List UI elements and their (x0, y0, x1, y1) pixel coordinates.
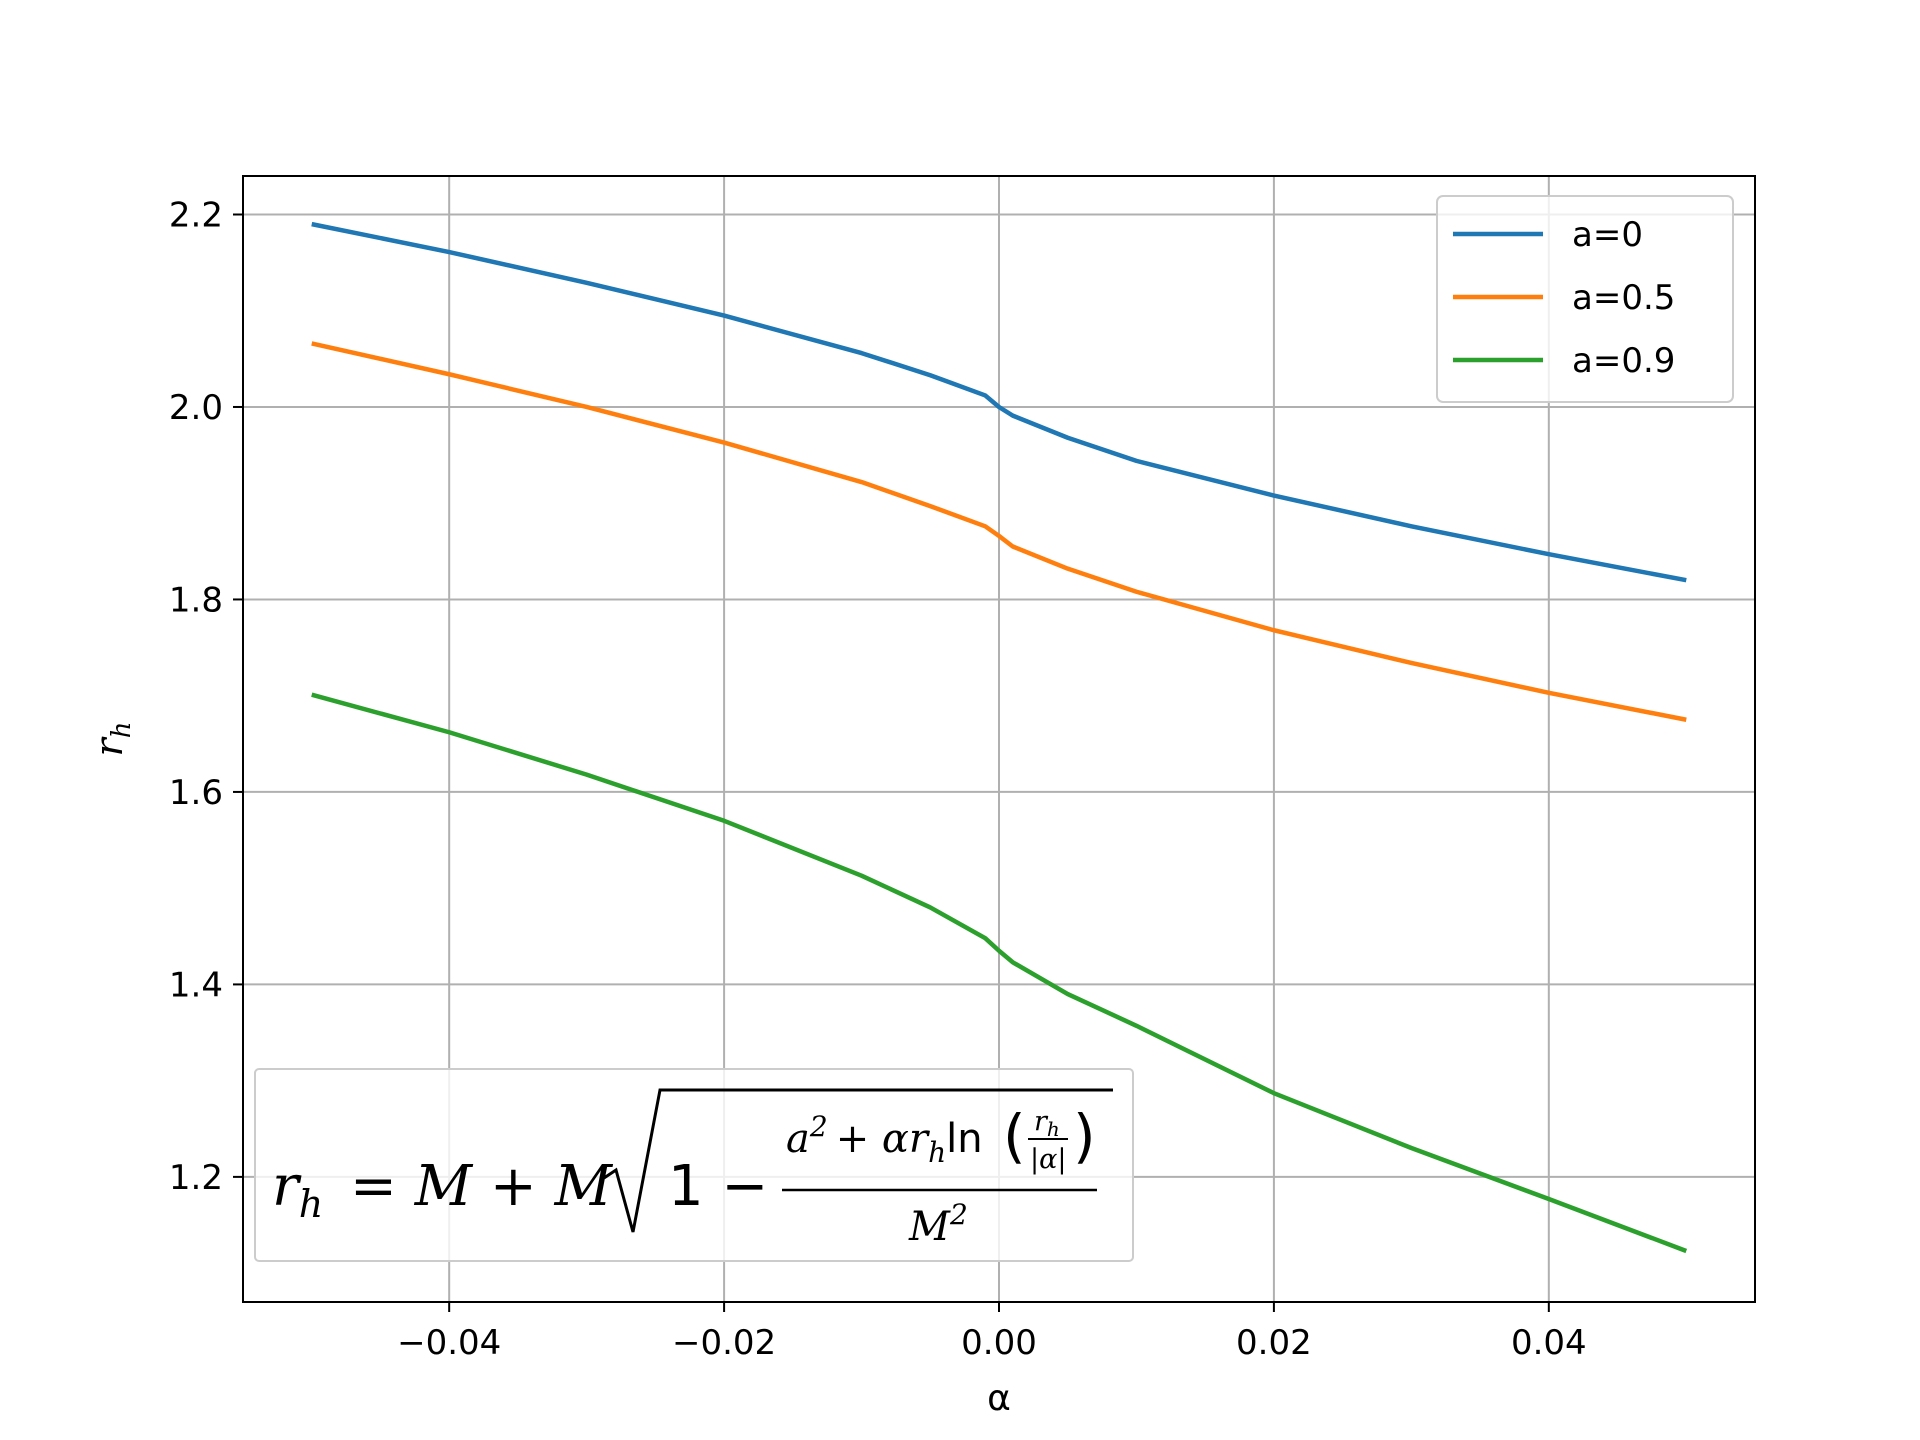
y-tick-label: 2.0 (169, 388, 223, 428)
formula-lhs: rh (272, 1154, 323, 1226)
y-axis-label: rh (87, 722, 137, 757)
y-tick-label: 1.2 (169, 1158, 223, 1198)
formula-eq: = M + M (350, 1154, 614, 1219)
x-tick-label: 0.00 (961, 1323, 1037, 1363)
formula-box (254, 1068, 1134, 1262)
y-tick-label: 1.4 (169, 965, 223, 1005)
legend-label: a=0.5 (1572, 278, 1675, 318)
formula-numerator: a2 + αrhln (786, 1110, 983, 1169)
legend-label: a=0.9 (1572, 341, 1675, 381)
series-line (311, 221, 1687, 583)
legend: a=0 a=0.5 a=0.9 (1436, 195, 1734, 403)
formula-inner-frac-num: rh (1034, 1106, 1060, 1141)
formula-one-minus: 1 − (668, 1154, 768, 1219)
formula-sqrt-sign (603, 1088, 1113, 1233)
series-line (311, 341, 1687, 722)
formula-paren-right: ) (1073, 1102, 1096, 1170)
formula-paren-left: ( (1003, 1102, 1026, 1170)
series-line (311, 692, 1688, 1254)
y-tick-label: 1.6 (169, 773, 223, 813)
y-tick-label: 2.2 (169, 195, 223, 235)
y-tick-label: 1.8 (169, 580, 223, 620)
x-tick-label: −0.04 (397, 1323, 501, 1363)
x-tick-label: 0.02 (1236, 1323, 1312, 1363)
legend-label: a=0 (1572, 215, 1643, 255)
x-tick-label: −0.02 (672, 1323, 776, 1363)
x-axis-label: α (987, 1378, 1011, 1419)
x-tick-label: 0.04 (1511, 1323, 1587, 1363)
series-lines (311, 221, 1688, 1254)
formula-denominator: M2 (908, 1198, 968, 1250)
axis-ticks: −0.04 −0.02 0.00 0.02 0.04 1.2 1.4 1.6 1.8 2.0 2.2 (169, 195, 1587, 1363)
formula-inner-frac-den: |α| (1030, 1144, 1066, 1175)
formula-annotation: rh = M + M 1 − a2 + αrhln ( rh |α| ) M2 (254, 1068, 1134, 1262)
legend-box (1436, 195, 1734, 403)
